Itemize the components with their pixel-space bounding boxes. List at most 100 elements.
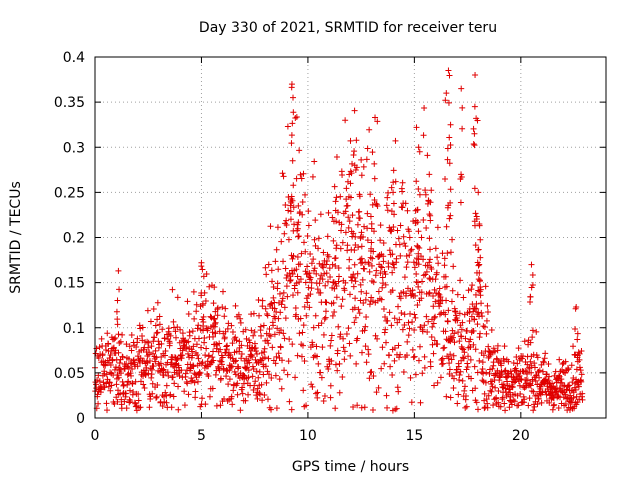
data-point [128,347,135,354]
data-point [279,357,286,364]
data-point [179,347,186,354]
data-point [284,123,291,130]
data-point [149,380,156,387]
data-point [308,381,315,388]
data-point [498,362,505,369]
data-point [237,319,244,326]
data-point [264,337,271,344]
data-point [313,270,320,277]
data-point [377,237,384,244]
data-point [350,283,357,290]
data-point [482,283,489,290]
data-point [284,371,291,378]
data-point [323,257,330,264]
data-point [499,396,506,403]
data-point [552,389,559,396]
data-point [357,297,364,304]
data-point [489,365,496,372]
data-point [362,296,369,303]
data-point [403,352,410,359]
data-point [439,360,446,367]
data-point [327,394,334,401]
data-point [441,255,448,262]
data-point [334,347,341,354]
data-point [458,171,465,178]
data-point [195,355,202,362]
data-point [388,208,395,215]
data-point [551,401,558,408]
data-point [444,250,451,257]
data-point [338,221,345,228]
data-point [577,367,584,374]
x-tick-labels: 0 5 10 15 20 [91,428,530,444]
data-point [238,350,245,357]
data-point [343,331,350,338]
data-point [381,329,388,336]
data-point [346,256,353,263]
data-point [385,263,392,270]
data-point [429,323,436,330]
data-point [361,404,368,411]
data-point [453,312,460,319]
data-point [444,156,451,163]
data-point [393,255,400,262]
data-point [184,298,191,305]
data-point [465,287,472,294]
data-point [295,233,302,240]
data-point [154,299,161,306]
data-point [296,147,303,154]
data-point [289,270,296,277]
data-point [184,380,191,387]
data-point [389,287,396,294]
data-point [272,360,279,367]
data-point [195,322,202,329]
data-point [328,357,335,364]
data-point [448,356,455,363]
data-point [573,303,580,310]
data-point [193,341,200,348]
data-point [145,344,152,351]
data-point [282,265,289,272]
data-point [334,367,341,374]
data-point [191,315,198,322]
data-point [336,360,343,367]
data-point [228,322,235,329]
data-point [340,335,347,342]
data-point [480,352,487,359]
data-point [558,376,565,383]
data-point [420,272,427,279]
data-point [555,372,562,379]
data-point [486,370,493,377]
data-point [534,400,541,407]
data-point [396,354,403,361]
data-point [508,401,515,408]
data-point [377,222,384,229]
data-point [214,312,221,319]
data-point [424,262,431,269]
data-point [284,293,291,300]
data-point [292,374,299,381]
data-point [190,343,197,350]
data-point [456,377,463,384]
data-point [358,288,365,295]
data-point [303,312,310,319]
data-point [450,352,457,359]
data-point [299,329,306,336]
data-point [323,261,330,268]
data-point [173,357,180,364]
data-point [128,331,135,338]
data-point [127,398,134,405]
data-point [471,103,478,110]
data-point [191,370,198,377]
data-point [404,338,411,345]
data-point [321,315,328,322]
data-point [396,316,403,323]
data-point [210,357,217,364]
data-point [192,371,199,378]
data-point [426,211,433,218]
data-point [156,313,163,320]
x-tick-label: 15 [405,428,423,444]
data-point [363,290,370,297]
data-point [345,224,352,231]
data-point [211,284,218,291]
